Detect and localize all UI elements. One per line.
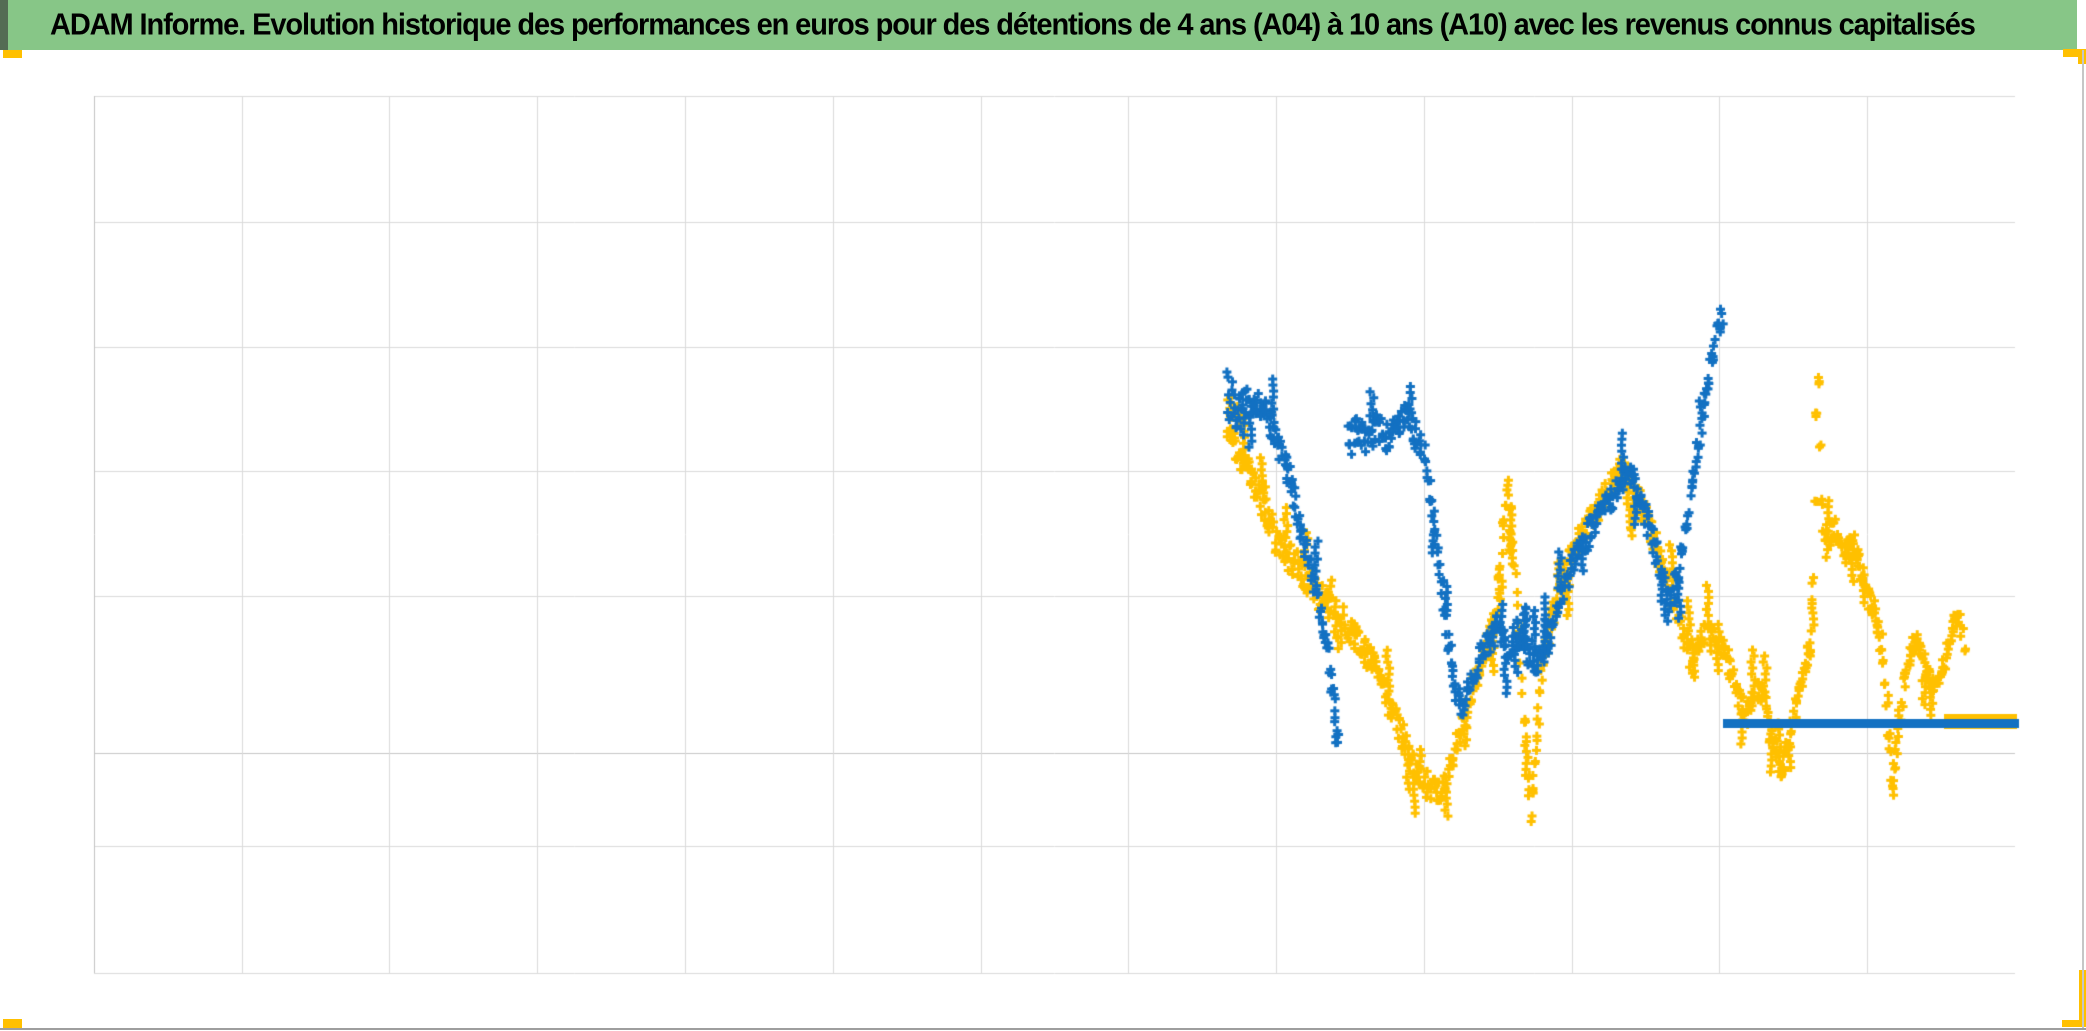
- corner-accent-top-right-bar: [2063, 49, 2086, 57]
- corner-accent-bottom-left: [3, 1019, 22, 1028]
- frame-right-line: [2082, 50, 2084, 1028]
- corner-accent-top-left: [3, 50, 22, 58]
- corner-accent-bottom-right-foot: [2062, 1020, 2086, 1027]
- frame-bottom-line: [0, 1028, 2086, 1030]
